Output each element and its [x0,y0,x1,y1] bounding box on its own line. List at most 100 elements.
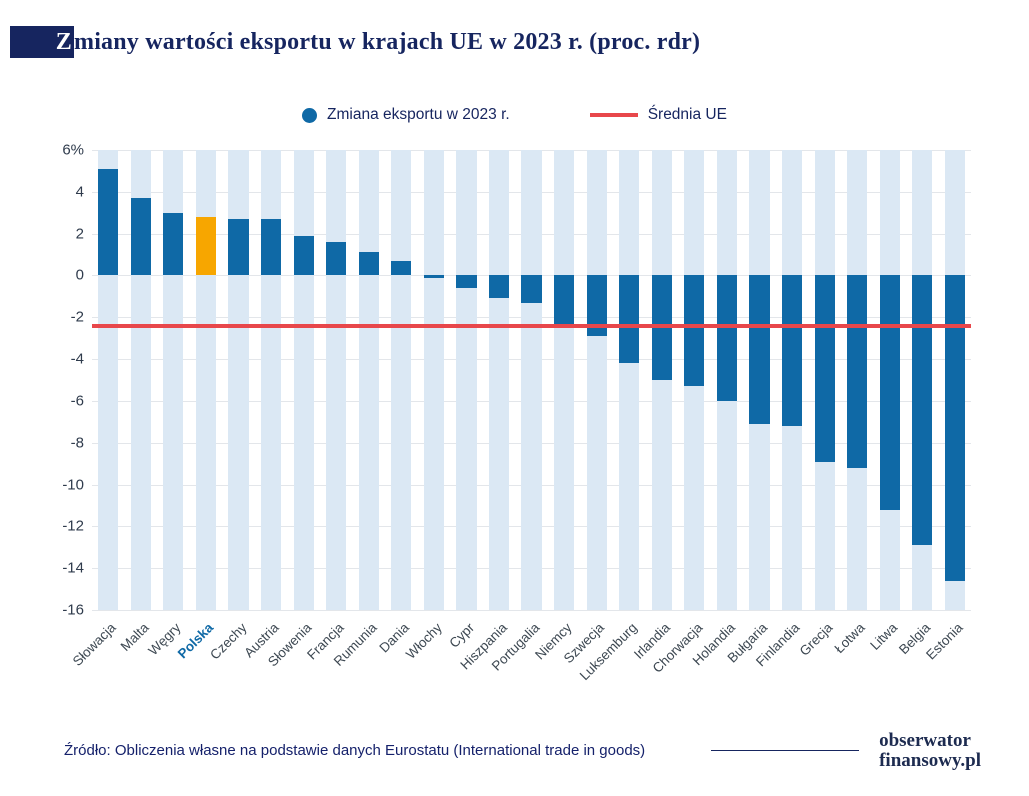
chart-column: Szwecja [561,150,613,666]
y-tick-label: -6 [70,392,84,410]
chart-column: Irlandia [631,150,679,662]
column-stripe [554,150,575,610]
legend-average-label: Średnia UE [647,106,727,123]
y-tick-label: 4 [75,183,84,201]
chart-column: Holandia [689,150,744,668]
legend-item-export-change: Zmiana eksportu w 2023 r. [302,106,510,124]
bar-węgry [163,212,184,276]
bar-słowenia [293,235,314,276]
y-axis: 6% 4 2 0 -2 -4 -6 -8 -10 -12 -14 -16 [0,142,92,619]
y-tick-label: -16 [62,601,84,619]
chart-column: Hiszpania [457,150,516,673]
chart-column: Austria [241,150,288,660]
y-tick-label: -8 [70,434,84,452]
legend-series-marker [302,107,318,123]
chart-column: Węgry [146,150,190,658]
gridline [92,610,971,611]
bar-francja [326,242,347,276]
bar-malta [130,198,151,276]
x-tick-label: Słowacja [70,620,119,669]
bar-belgia [912,275,933,546]
chart-column: Estonia [923,150,972,662]
legend-average-marker [589,113,638,117]
bar-finlandia [781,275,803,426]
chart-column: Włochy [403,150,451,662]
column-stripe [651,150,672,610]
source-text: Źródło: Obliczenia własne na podstawie d… [64,742,646,760]
chart-title-row: Z miany wartości eksportu w krajach UE w… [0,0,1029,58]
chart-column: Grecja [797,150,841,659]
chart-column: Belgia [896,150,939,657]
x-tick-label: Łotwa [831,620,868,657]
y-tick-label: -2 [70,308,84,326]
columns: Słowacja Malta Węgry Polska Czechy Austria Sło… [70,150,972,683]
bar-niemcy [554,275,575,326]
title-initial-block: Z [10,26,74,58]
bar-słowacja [98,168,119,276]
bar-chorwacja [684,275,705,387]
bar-włochy [423,275,444,278]
page-title: Z miany wartości eksportu w krajach UE w… [10,26,1029,58]
legend-item-eu-average: Średnia UE [589,106,727,124]
chart-column: Rumunia [331,150,386,669]
x-tick-label: Włochy [402,620,445,662]
x-tick-label: Grecja [796,620,836,659]
column-stripe [358,150,379,610]
footer-rule [711,750,860,752]
chart-column: Słowenia [265,150,320,669]
chart-column: Cypr [446,150,483,651]
chart-column: Niemcy [532,150,581,662]
column-stripe [391,150,412,610]
chart-column: Chorwacja [649,150,711,676]
y-tick-label: 2 [75,225,84,243]
bar-łotwa [847,275,868,468]
logo-line-2: finansowy.pl [879,749,981,771]
column-stripe [326,150,347,610]
chart-column: Litwa [867,150,907,653]
column-stripe [456,150,477,610]
y-tick-label: -10 [62,476,84,494]
bar-grecja [814,275,835,462]
chart-column: Łotwa [832,150,874,656]
column-stripe [488,150,510,610]
column-stripe [423,150,444,610]
y-tick-label: -4 [70,350,84,368]
chart-column: Czechy [207,150,255,662]
y-tick-label: 6% [62,141,84,159]
chart-column: Słowacja [70,150,125,669]
chart-column: Portugalia [489,150,548,674]
bar-bułgaria [749,275,770,424]
obserwator-finansowy-logo: obserwator finansowy.pl [879,731,981,770]
chart-column: Malta [117,150,158,654]
y-tick-label: -14 [62,559,84,577]
legend-series-label: Zmiana eksportu w 2023 r. [327,106,510,123]
chart-legend: Zmiana eksportu w 2023 r. Średnia UE [0,106,1029,124]
y-tick-label: 0 [75,266,84,284]
chart-column: Francja [304,150,353,662]
bar-portugalia [521,275,542,303]
x-tick-label: Litwa [867,620,901,653]
bar-szwecja [586,275,607,337]
y-tick-label: -12 [62,517,84,535]
footer: Źródło: Obliczenia własne na podstawie d… [64,731,981,770]
bar-luksemburg [619,275,640,364]
bar-chart: 6% 4 2 0 -2 -4 -6 -8 -10 -12 -14 -16 Słowacja Malta W… [0,142,972,683]
bar-czechy [228,219,249,276]
chart-column: Bułgaria [725,150,776,666]
chart-column: Polska [175,150,223,661]
chart-column: Luksemburg [577,150,646,683]
chart-column: Dania [376,150,418,656]
chart-column: Finlandia [753,150,809,669]
bar-estonia [944,275,965,581]
bar-cypr [456,275,477,288]
bar-dania [391,260,412,276]
bar-rumunia [358,252,379,276]
title-text: miany wartości eksportu w krajach UE w 2… [74,28,701,55]
bar-hiszpania [488,275,510,299]
plot-area: Słowacja Malta Węgry Polska Czechy Austria Sło… [70,150,972,683]
column-stripe [293,150,314,610]
column-stripe [521,150,542,610]
bar-irlandia [651,275,672,380]
bar-austria [260,219,282,276]
title-initial: Z [55,28,72,55]
